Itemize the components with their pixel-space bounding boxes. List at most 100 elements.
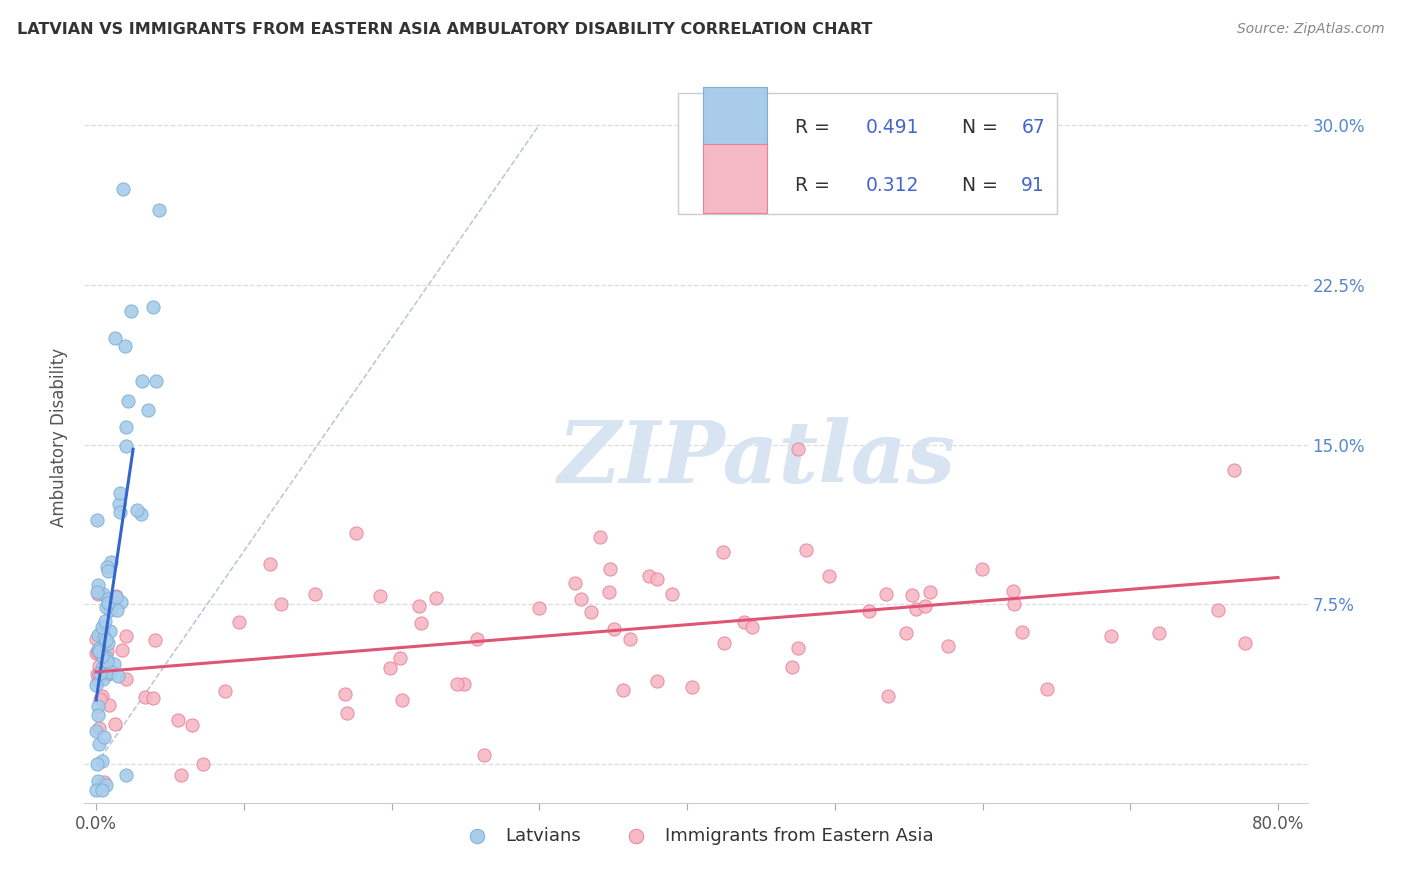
- Point: [125, 503, 148, 517]
- Point: [145, 374, 167, 388]
- Text: Source: ZipAtlas.com: Source: ZipAtlas.com: [1237, 22, 1385, 37]
- Point: [90, 624, 112, 639]
- Point: [107, 668, 129, 682]
- Point: [637, 568, 659, 582]
- Point: [87, 721, 110, 735]
- Point: [134, 690, 156, 704]
- Point: [1099, 629, 1122, 643]
- Point: [100, 665, 122, 679]
- Point: [91, 672, 114, 686]
- Point: [115, 672, 138, 686]
- Point: [936, 639, 959, 653]
- Point: [87, 659, 110, 673]
- Point: [619, 632, 641, 646]
- Point: [94, 652, 117, 666]
- Point: [228, 615, 250, 630]
- Point: [425, 591, 447, 606]
- Point: [564, 576, 586, 591]
- Point: [1222, 463, 1244, 477]
- Point: [93, 656, 115, 670]
- Point: [90, 783, 112, 797]
- Point: [370, 589, 392, 603]
- Point: [713, 636, 735, 650]
- Point: [453, 677, 475, 691]
- Point: [98, 603, 121, 617]
- Text: 0.491: 0.491: [866, 118, 920, 137]
- Point: [681, 680, 703, 694]
- Point: [103, 657, 125, 671]
- Text: R =: R =: [794, 176, 837, 194]
- Text: N =: N =: [950, 118, 1004, 137]
- Point: [104, 716, 127, 731]
- Point: [875, 587, 897, 601]
- Point: [108, 486, 131, 500]
- Point: [472, 748, 495, 763]
- Point: [93, 731, 115, 745]
- Point: [569, 592, 592, 607]
- Point: [105, 603, 128, 617]
- Point: [105, 590, 128, 604]
- Point: [93, 630, 115, 644]
- Legend: Latvians, Immigrants from Eastern Asia: Latvians, Immigrants from Eastern Asia: [451, 820, 941, 852]
- Point: [818, 569, 841, 583]
- Point: [603, 622, 626, 636]
- Point: [787, 442, 810, 456]
- Point: [86, 632, 108, 647]
- Point: [527, 600, 550, 615]
- Point: [901, 588, 924, 602]
- Point: [661, 587, 683, 601]
- Point: [148, 202, 170, 217]
- Point: [93, 615, 115, 629]
- Point: [191, 756, 214, 771]
- Point: [876, 689, 898, 703]
- Point: [905, 601, 928, 615]
- Point: [89, 665, 111, 680]
- Point: [142, 691, 165, 706]
- Point: [270, 597, 292, 611]
- Point: [110, 595, 132, 609]
- Point: [86, 783, 108, 797]
- Point: [111, 643, 134, 657]
- Point: [97, 591, 120, 606]
- Point: [105, 589, 128, 603]
- Point: [87, 708, 110, 723]
- Point: [388, 651, 411, 665]
- Point: [336, 706, 359, 720]
- Point: [136, 403, 159, 417]
- Point: [96, 559, 118, 574]
- Point: [143, 633, 166, 648]
- Point: [170, 768, 193, 782]
- Point: [1001, 584, 1024, 599]
- Point: [100, 600, 122, 615]
- FancyBboxPatch shape: [703, 87, 766, 155]
- Point: [87, 628, 110, 642]
- Point: [333, 687, 356, 701]
- Point: [87, 586, 110, 600]
- Point: [612, 683, 634, 698]
- Point: [894, 625, 917, 640]
- Point: [1011, 624, 1033, 639]
- Point: [918, 584, 941, 599]
- Point: [598, 584, 620, 599]
- Point: [972, 562, 994, 576]
- Point: [87, 644, 110, 658]
- Point: [86, 646, 108, 660]
- Point: [87, 666, 110, 681]
- Text: ZIPatlas: ZIPatlas: [558, 417, 956, 500]
- Point: [96, 654, 118, 668]
- Point: [96, 778, 118, 792]
- Point: [108, 506, 131, 520]
- Point: [90, 689, 112, 703]
- Point: [97, 666, 120, 681]
- Point: [108, 497, 131, 511]
- Point: [858, 604, 880, 618]
- Point: [344, 526, 367, 541]
- FancyBboxPatch shape: [703, 145, 766, 213]
- Point: [96, 644, 118, 658]
- Point: [794, 542, 817, 557]
- Point: [378, 660, 401, 674]
- Point: [87, 645, 110, 659]
- Point: [86, 678, 108, 692]
- Point: [94, 599, 117, 614]
- Point: [90, 628, 112, 642]
